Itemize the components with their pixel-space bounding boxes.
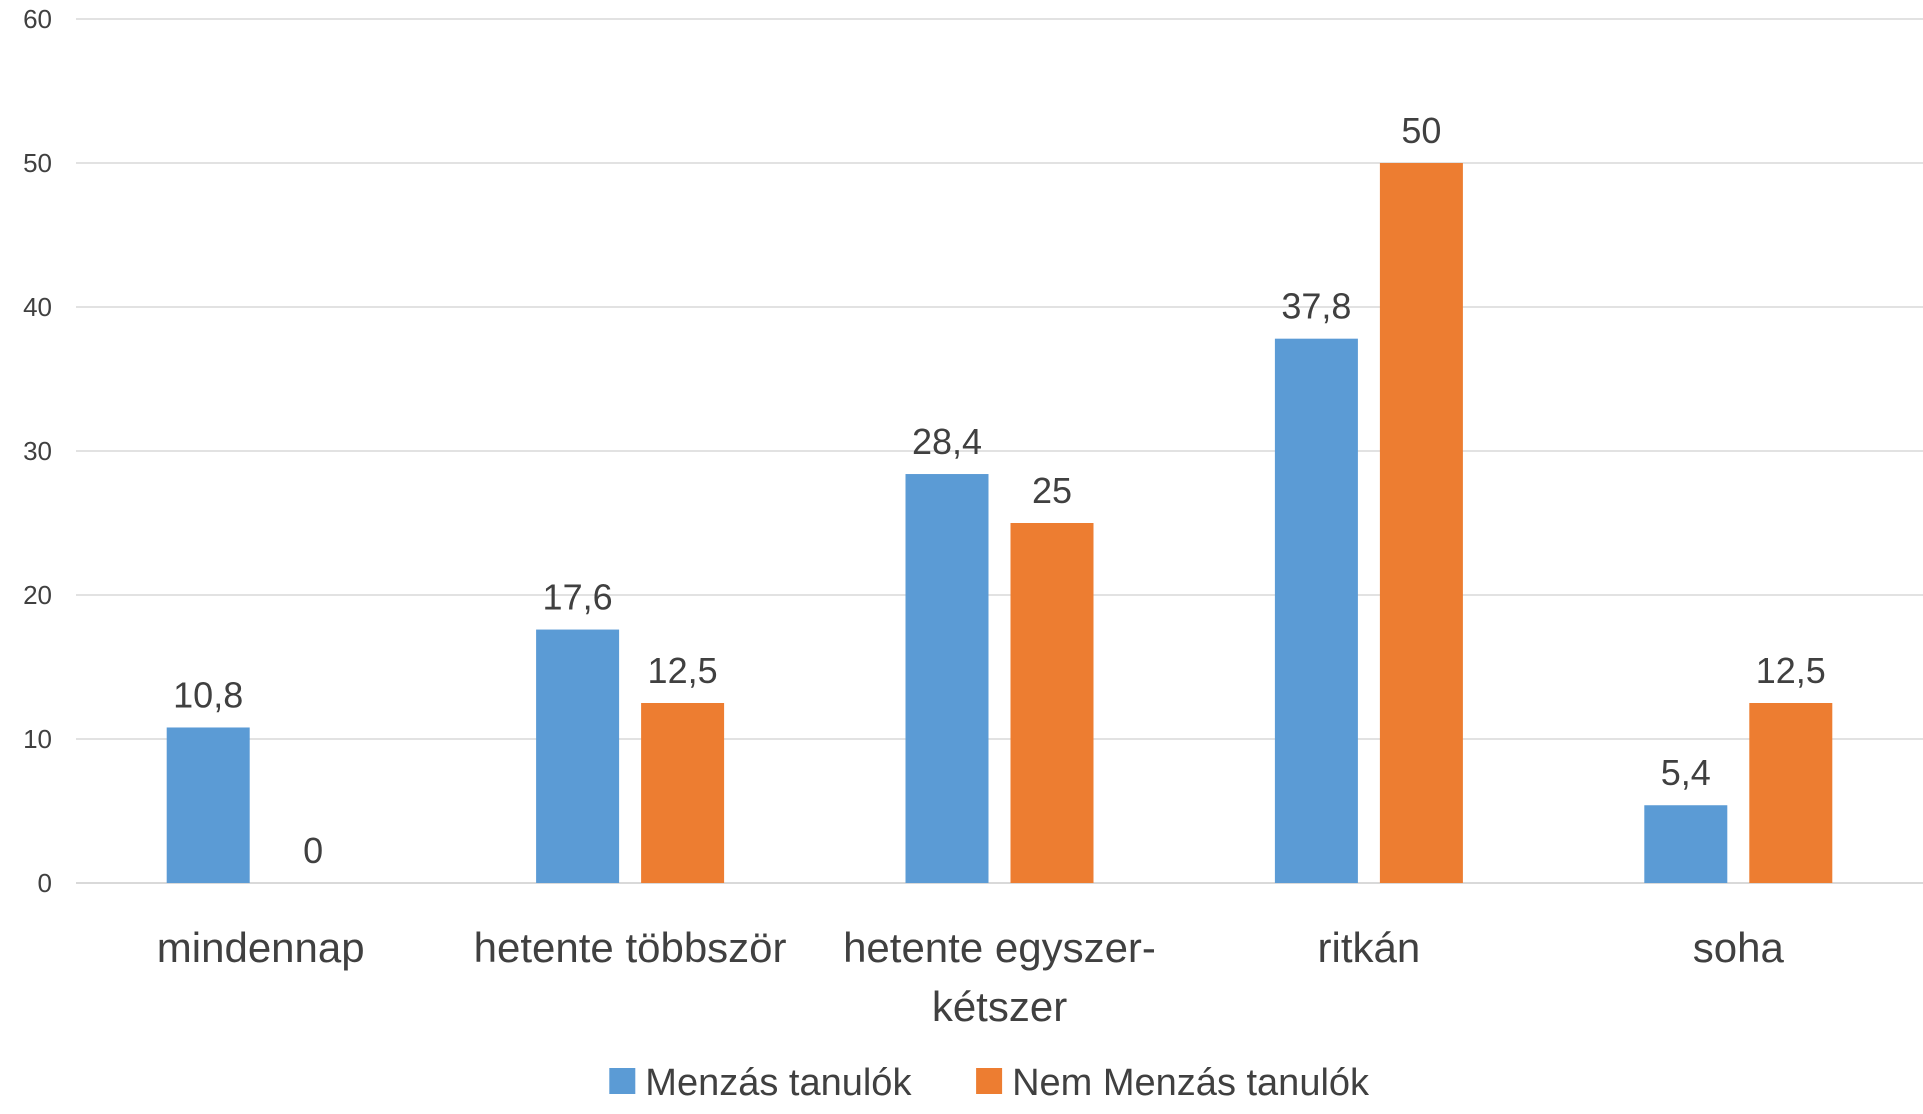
bar-nem-menzas: [1010, 523, 1094, 883]
bar-nem-menzas: [1749, 703, 1833, 883]
bar-menzas: [536, 629, 620, 883]
x-tick-label: ritkán: [1318, 924, 1421, 971]
legend-label: Menzás tanulók: [645, 1062, 912, 1104]
y-tick-label: 30: [23, 436, 52, 466]
bar-menzas: [905, 474, 989, 883]
y-tick-label: 0: [38, 868, 52, 898]
x-tick-label: hetente többször: [474, 924, 787, 971]
y-tick-label: 40: [23, 292, 52, 322]
bar-menzas: [1644, 805, 1728, 883]
data-label: 12,5: [1756, 650, 1826, 691]
data-label: 17,6: [543, 577, 613, 618]
data-label: 50: [1401, 110, 1441, 151]
data-label: 10,8: [173, 674, 243, 715]
x-tick-label: kétszer: [932, 983, 1067, 1030]
data-label: 0: [303, 830, 323, 871]
y-tick-label: 50: [23, 148, 52, 178]
x-tick-label: hetente egyszer-: [843, 924, 1156, 971]
y-tick-label: 20: [23, 580, 52, 610]
x-tick-label: mindennap: [157, 924, 365, 971]
y-tick-label: 10: [23, 724, 52, 754]
legend-swatch: [976, 1068, 1003, 1094]
bar-nem-menzas: [1379, 163, 1463, 883]
bar-menzas: [166, 727, 250, 883]
data-label: 25: [1032, 470, 1072, 511]
legend-swatch: [609, 1068, 636, 1094]
bar-nem-menzas: [641, 703, 725, 883]
legend-label: Nem Menzás tanulók: [1012, 1062, 1370, 1104]
data-label: 12,5: [648, 650, 718, 691]
bar-menzas: [1274, 338, 1358, 883]
data-label: 5,4: [1661, 752, 1711, 793]
x-tick-label: soha: [1693, 924, 1785, 971]
data-label: 28,4: [912, 421, 982, 462]
y-tick-label: 60: [23, 4, 52, 34]
data-label: 37,8: [1281, 286, 1351, 327]
